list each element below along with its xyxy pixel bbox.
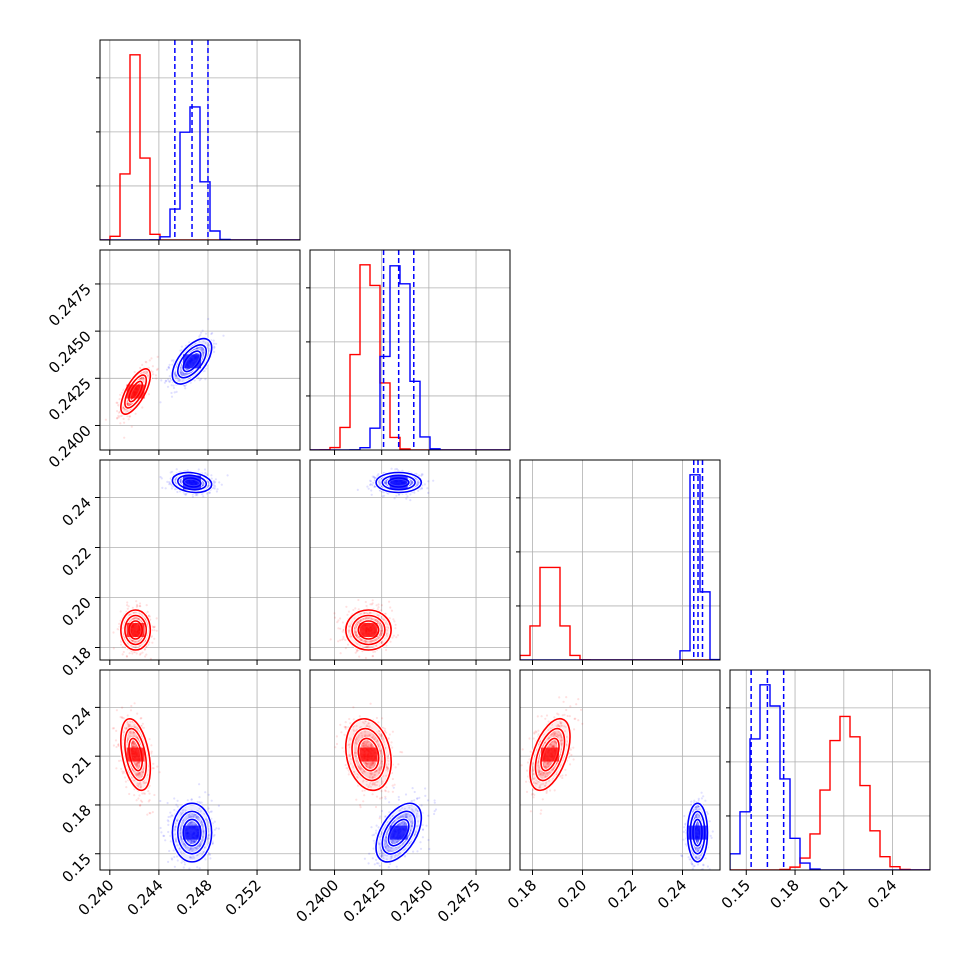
blue-density-peak [183,354,202,369]
hist-panel-0 [96,39,301,245]
x-tick-label: 0.18 [504,876,540,912]
red-contour [345,609,392,651]
blue-contour [171,337,213,385]
red-contour [120,609,152,651]
red-contour [124,727,148,782]
blue-histogram [310,265,510,450]
x-tick-label: 0.2400 [293,876,343,926]
panel-frame [309,249,511,451]
blue-contour [171,471,213,494]
blue-contour [381,474,416,491]
blue-histogram [730,684,930,870]
hist-panel-3: 0.15 0.18 0.21 0.24 [718,669,931,912]
x-tick-label: 0.2475 [434,876,484,926]
red-density-peak [359,747,378,762]
y-tick-label: 0.2450 [45,327,95,377]
scatter-panel-3-0: 0.15 0.18 0.21 0.24 0.240 0.244 0.248 0.252 [58,669,301,919]
blue-density-peak [688,825,707,840]
y-tick-label: 0.2475 [45,280,95,330]
red-contour [351,727,386,782]
blue-density-peak [183,475,202,490]
y-tick-label: 0.2400 [45,422,95,472]
panel-frame [519,459,721,661]
x-tick-label: 0.2425 [340,876,390,926]
blue-histogram [520,474,720,660]
red-contour [120,717,152,792]
y-tick-label: 0.15 [58,850,94,886]
hist-panel-2 [516,459,721,665]
scatter-panel-2-1 [309,459,511,665]
y-tick-label: 0.22 [58,544,94,580]
x-tick-label: 0.240 [75,876,118,919]
y-tick-label: 0.18 [58,801,94,837]
panel-frame [519,669,721,871]
blue-contour [686,802,709,863]
hist-panel-1 [306,249,511,455]
panel-frame [99,39,301,241]
x-tick-label: 0.22 [604,876,640,912]
x-tick-label: 0.24 [864,876,900,912]
blue-contour [171,802,213,863]
x-tick-label: 0.252 [222,876,265,919]
blue-density-peak [389,475,408,490]
red-contour [357,737,380,772]
panel-frame [309,459,511,661]
blue-contour [375,471,423,494]
blue-contour [381,810,416,855]
red-contour [529,717,571,792]
red-density-peak [126,623,145,637]
blue-density-peak [183,825,202,840]
red-contour [351,614,386,646]
panel-frame [99,249,301,451]
panel-frame [729,669,931,871]
panel-frame [99,669,301,871]
y-tick-label: 0.21 [58,752,94,788]
red-contour [124,614,148,646]
panel-frame [309,669,511,871]
red-density-peak [126,747,145,762]
red-contour [534,727,566,782]
red-density-peak [126,384,145,399]
panel-frame [99,459,301,661]
red-density-peak [541,747,559,762]
x-tick-label: 0.248 [173,876,216,919]
scatter-panel-2-0: 0.18 0.20 0.22 0.24 [58,459,301,680]
blue-contour [375,802,423,863]
y-tick-label: 0.18 [58,644,94,680]
x-tick-label: 0.18 [767,876,803,912]
y-tick-label: 0.2425 [45,374,95,424]
red-contour [345,717,392,792]
y-tick-label: 0.20 [58,594,94,630]
red-histogram [310,264,510,450]
y-tick-label: 0.24 [58,494,94,530]
x-tick-label: 0.2450 [387,876,437,926]
x-tick-label: 0.15 [718,876,754,912]
blue-density-peak [389,825,408,840]
blue-contour [176,810,208,855]
x-tick-label: 0.21 [815,876,851,912]
scatter-panel-3-2: 0.18 0.20 0.22 0.24 [504,669,721,912]
x-tick-label: 0.244 [124,876,167,919]
x-tick-label: 0.20 [554,876,590,912]
red-density-peak [359,623,378,637]
red-contour [357,620,380,640]
y-tick-label: 0.24 [58,703,94,739]
x-tick-label: 0.24 [654,876,690,912]
